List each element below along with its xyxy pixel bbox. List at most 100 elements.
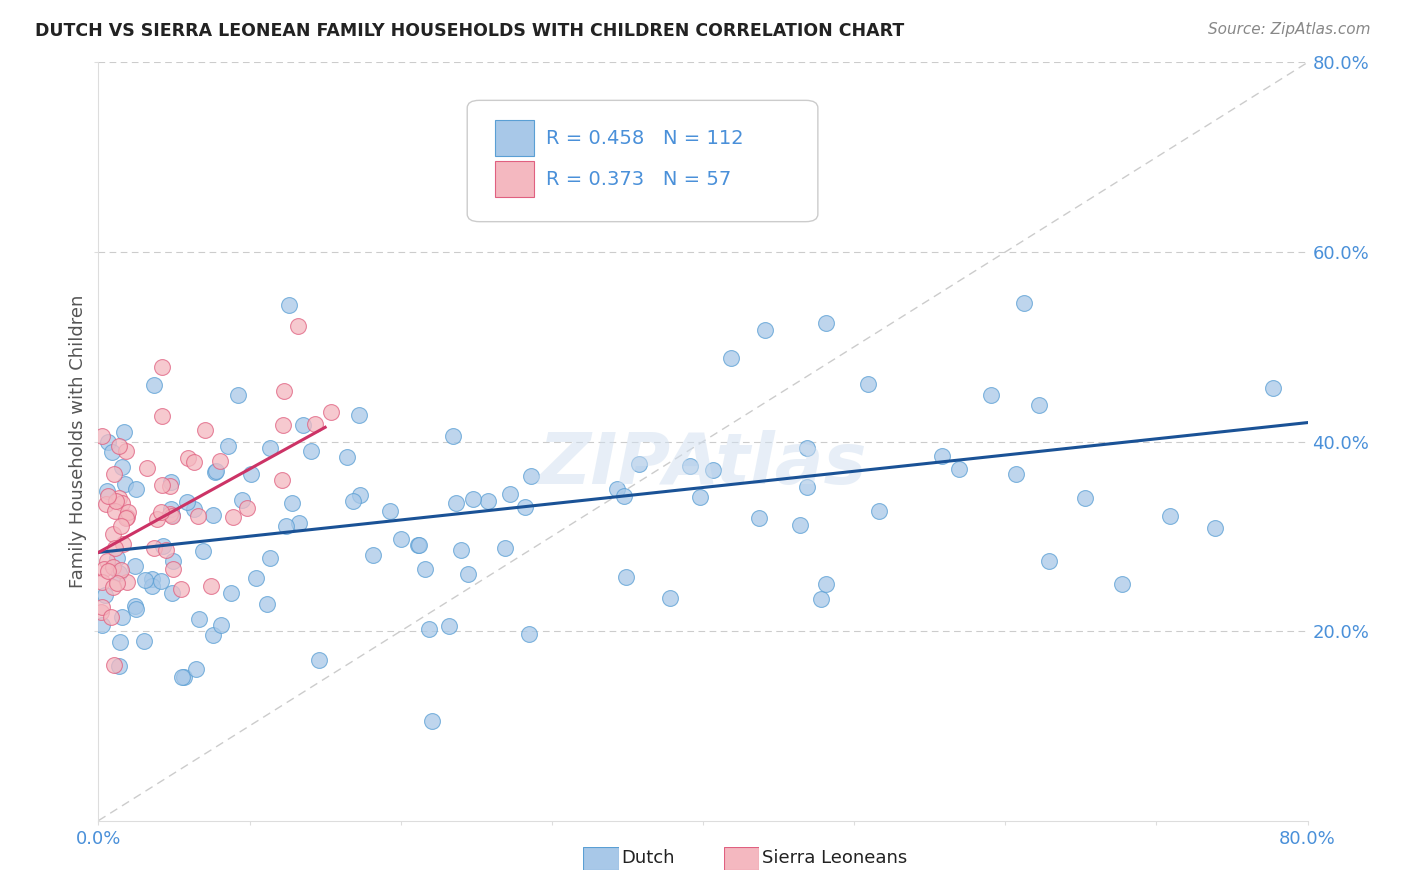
Point [810, 592, 832, 607]
Point [239, 467, 262, 482]
Point [754, 323, 776, 337]
Point [274, 519, 297, 533]
Point [259, 441, 281, 455]
Point [222, 510, 245, 524]
Point [259, 551, 281, 566]
Point [256, 598, 278, 612]
Point [103, 580, 125, 594]
Point [90, 606, 112, 620]
Point [117, 505, 139, 519]
Point [160, 508, 183, 523]
Point [194, 423, 217, 437]
Point [321, 405, 343, 419]
Point [160, 475, 183, 489]
Point [160, 585, 183, 599]
Point [111, 537, 134, 551]
Point [141, 579, 163, 593]
Point [378, 504, 401, 518]
Point [614, 570, 637, 584]
Point [115, 511, 138, 525]
Point [93, 562, 115, 576]
Text: ZIPAtlas: ZIPAtlas [538, 430, 868, 499]
Point [494, 541, 516, 555]
Point [188, 612, 211, 626]
Point [361, 548, 384, 562]
Point [439, 618, 461, 632]
Point [149, 505, 172, 519]
Point [415, 562, 437, 576]
Point [1159, 509, 1181, 524]
Point [108, 491, 131, 505]
FancyBboxPatch shape [495, 120, 534, 156]
Point [1111, 577, 1133, 591]
Point [720, 351, 742, 365]
Point [408, 538, 430, 552]
Point [97, 564, 120, 578]
Point [418, 622, 440, 636]
Point [112, 425, 135, 439]
Point [125, 482, 148, 496]
Point [170, 670, 193, 684]
Point [789, 518, 811, 533]
Point [204, 465, 226, 479]
Point [948, 462, 970, 476]
Point [115, 574, 138, 589]
Point [104, 541, 127, 556]
Point [124, 599, 146, 613]
Point [115, 444, 138, 458]
Point [104, 493, 127, 508]
Point [627, 458, 650, 472]
Point [287, 319, 309, 334]
Point [461, 492, 484, 507]
Point [155, 542, 177, 557]
Point [105, 576, 128, 591]
Point [183, 502, 205, 516]
Text: R = 0.458   N = 112: R = 0.458 N = 112 [546, 128, 744, 148]
Point [159, 501, 181, 516]
Point [142, 541, 165, 555]
Point [173, 670, 195, 684]
Point [406, 538, 429, 552]
Point [169, 582, 191, 596]
Point [856, 377, 879, 392]
Point [796, 442, 818, 456]
Text: Source: ZipAtlas.com: Source: ZipAtlas.com [1208, 22, 1371, 37]
Point [868, 504, 890, 518]
Point [150, 409, 173, 423]
Point [152, 360, 174, 375]
Point [97, 434, 120, 449]
Point [90, 599, 112, 614]
Point [104, 504, 127, 518]
Point [97, 488, 120, 502]
Point [1012, 296, 1035, 310]
Point [146, 511, 169, 525]
FancyBboxPatch shape [467, 100, 818, 221]
Point [280, 496, 302, 510]
Point [101, 560, 124, 574]
Point [110, 563, 132, 577]
Point [204, 464, 226, 478]
Point [299, 444, 322, 458]
Point [748, 511, 770, 525]
Point [288, 516, 311, 531]
Point [107, 658, 129, 673]
Point [114, 477, 136, 491]
Point [91, 618, 114, 632]
Y-axis label: Family Households with Children: Family Households with Children [69, 295, 87, 588]
Point [103, 467, 125, 481]
Point [444, 496, 467, 510]
Text: Sierra Leoneans: Sierra Leoneans [762, 849, 907, 867]
Point [219, 585, 242, 599]
Point [689, 490, 711, 504]
Point [457, 566, 479, 581]
Point [110, 519, 132, 533]
Point [477, 493, 499, 508]
Point [202, 628, 225, 642]
Point [152, 539, 174, 553]
Point [162, 561, 184, 575]
Point [271, 417, 294, 432]
Point [107, 566, 129, 581]
Point [441, 429, 464, 443]
Point [291, 418, 314, 433]
Point [108, 439, 131, 453]
